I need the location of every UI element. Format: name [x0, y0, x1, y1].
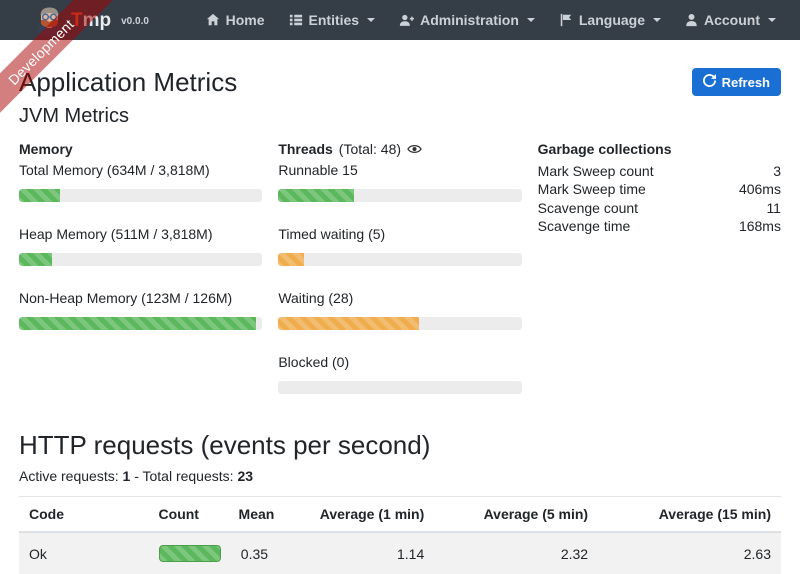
gc-column: Garbage collections Mark Sweep count 3 M… — [538, 141, 781, 418]
timed-waiting-progress — [278, 252, 522, 266]
col-header-avg1: Average (1 min) — [278, 496, 435, 534]
col-header-count: Count — [148, 496, 229, 534]
hipster-avatar-logo — [36, 2, 63, 39]
gc-value: 3 — [773, 162, 781, 179]
gc-row-scavenge-time: Scavenge time 168ms — [538, 217, 781, 236]
threads-title: Threads — [278, 140, 333, 157]
brand-link[interactable]: Tmp v0.0.0 — [36, 2, 149, 39]
main-content: Application Metrics Refresh JVM Metrics … — [0, 40, 800, 574]
total-memory-progress — [19, 188, 263, 202]
gc-value: 168ms — [738, 218, 781, 235]
nonheap-memory-bar — [19, 316, 257, 330]
brand-version: v0.0.0 — [121, 16, 149, 27]
gc-label: Mark Sweep time — [537, 181, 646, 198]
nav-label: Language — [578, 12, 645, 28]
memory-column: Memory Total Memory (634M / 3,818M) Heap… — [19, 140, 263, 418]
cell-avg1: 1.14 — [397, 545, 425, 562]
cell-avg15: 2.63 — [743, 545, 771, 562]
heap-memory-progress — [19, 252, 263, 266]
requests-summary: Active requests: 1 - Total requests: 23 — [19, 468, 781, 484]
navbar: Tmp v0.0.0 Home Entities Administration — [0, 0, 800, 40]
gc-value: 11 — [766, 199, 781, 216]
jvm-metrics-title: JVM Metrics — [19, 104, 129, 127]
chevron-down-icon — [653, 18, 661, 22]
nonheap-memory-label: Non-Heap Memory (123M / 126M) — [19, 289, 233, 306]
blocked-label: Blocked (0) — [278, 353, 350, 370]
table-header-row: Code Count Mean Average (1 min) Average … — [19, 496, 781, 534]
heap-memory-bar — [19, 252, 52, 266]
total-memory-bar — [19, 188, 61, 202]
nav-label: Account — [704, 12, 760, 28]
threads-column: Threads (Total: 48) Runnable 15 Timed wa… — [278, 140, 522, 418]
refresh-label: Refresh — [721, 74, 770, 90]
table-row: Ok 0.35 1.14 2.32 2.63 — [19, 532, 781, 574]
col-header-mean: Mean — [228, 496, 279, 534]
active-requests-label: Active requests: — [19, 468, 119, 485]
http-requests-table: Code Count Mean Average (1 min) Average … — [19, 496, 781, 574]
chevron-down-icon — [367, 18, 376, 22]
col-header-code: Code — [19, 496, 149, 534]
active-requests-value: 1 — [122, 468, 131, 485]
count-bar — [158, 545, 221, 563]
memory-title: Memory — [19, 140, 73, 157]
cell-avg5: 2.32 — [560, 545, 589, 562]
jvm-metrics-grid: Memory Total Memory (634M / 3,818M) Heap… — [19, 141, 781, 418]
home-icon — [206, 13, 220, 27]
eye-icon[interactable] — [407, 143, 422, 155]
runnable-progress — [278, 188, 522, 202]
cell-count — [149, 532, 229, 574]
flag-icon — [559, 13, 573, 27]
gc-label: Scavenge count — [537, 199, 639, 216]
gc-row-mark-sweep-time: Mark Sweep time 406ms — [538, 180, 781, 199]
nav-item-account[interactable]: Account — [673, 3, 788, 37]
page-title: Application Metrics — [19, 67, 238, 97]
waiting-progress — [278, 316, 522, 330]
total-requests-label: - Total requests: — [134, 468, 234, 485]
gc-row-mark-sweep-count: Mark Sweep count 3 — [538, 162, 781, 181]
gc-value: 406ms — [738, 181, 781, 198]
nav-menu: Home Entities Administration Language — [194, 3, 788, 37]
nav-item-administration[interactable]: Administration — [387, 3, 547, 37]
runnable-label: Runnable 15 — [278, 161, 358, 178]
refresh-icon — [702, 74, 716, 90]
http-requests-title: HTTP requests (events per second) — [19, 429, 431, 460]
total-memory-label: Total Memory (634M / 3,818M) — [19, 161, 210, 178]
nav-item-language[interactable]: Language — [547, 3, 673, 37]
cell-code: Ok — [29, 545, 47, 562]
nav-label: Home — [225, 12, 265, 28]
user-icon — [685, 13, 698, 27]
cell-mean: 0.35 — [240, 545, 269, 562]
nonheap-memory-progress — [19, 316, 263, 330]
runnable-bar — [278, 188, 354, 202]
heap-memory-label: Heap Memory (511M / 3,818M) — [19, 225, 213, 242]
threads-total-label: (Total: 48) — [338, 140, 402, 157]
total-requests-value: 23 — [237, 468, 254, 485]
timed-waiting-label: Timed waiting (5) — [278, 225, 386, 242]
col-header-avg5: Average (5 min) — [434, 496, 599, 534]
http-requests-section: HTTP requests (events per second) Active… — [19, 429, 781, 574]
timed-waiting-bar — [278, 252, 304, 266]
chevron-down-icon — [526, 18, 535, 22]
waiting-bar — [278, 316, 420, 330]
gc-label: Mark Sweep count — [537, 162, 654, 179]
col-header-avg15: Average (15 min) — [598, 496, 781, 534]
user-plus-icon — [399, 13, 415, 27]
nav-label: Administration — [420, 12, 519, 28]
nav-item-entities[interactable]: Entities — [277, 3, 388, 37]
gc-title: Garbage collections — [537, 140, 672, 157]
gc-row-scavenge-count: Scavenge count 11 — [538, 199, 781, 218]
gc-label: Scavenge time — [537, 218, 631, 235]
refresh-button[interactable]: Refresh — [691, 68, 781, 96]
brand-name: Tmp — [71, 9, 112, 31]
chevron-down-icon — [768, 18, 776, 22]
list-icon — [289, 13, 303, 27]
waiting-label: Waiting (28) — [278, 289, 354, 306]
nav-label: Entities — [308, 12, 360, 28]
blocked-progress — [278, 380, 522, 394]
nav-item-home[interactable]: Home — [194, 3, 277, 37]
